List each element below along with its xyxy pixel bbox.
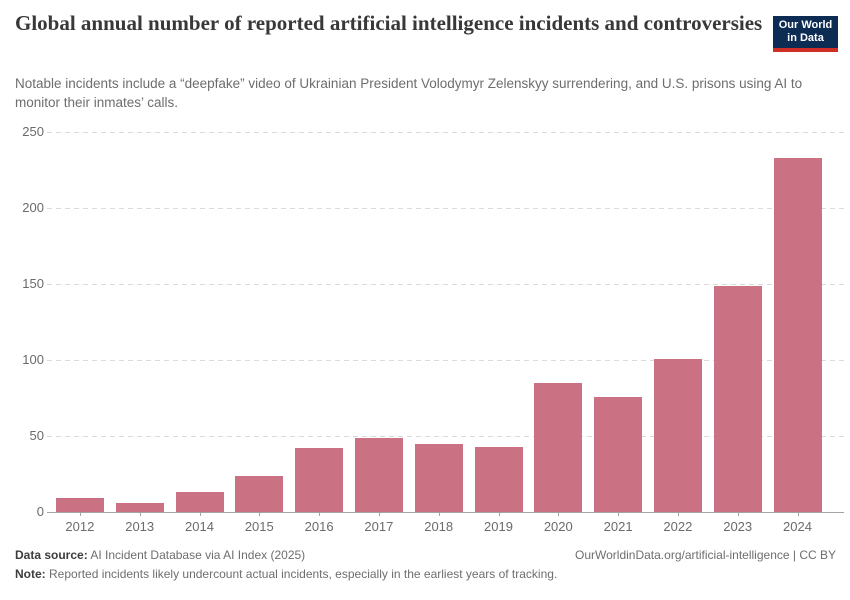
x-axis-tick bbox=[438, 512, 440, 516]
x-axis-tick-label: 2019 bbox=[484, 519, 513, 534]
bar-2018[interactable] bbox=[414, 443, 463, 512]
owid-logo[interactable]: Our World in Data bbox=[773, 16, 838, 52]
bar-2021[interactable] bbox=[594, 396, 643, 512]
data-source-line: Data source: AI Incident Database via AI… bbox=[15, 548, 305, 562]
chart-title: Global annual number of reported artific… bbox=[15, 11, 763, 35]
y-axis-tick-label: 100 bbox=[22, 352, 44, 367]
x-axis-tick bbox=[79, 512, 81, 516]
x-axis-tick bbox=[558, 512, 560, 516]
x-axis-tick-label: 2024 bbox=[783, 519, 812, 534]
x-axis-tick-label: 2018 bbox=[424, 519, 454, 534]
x-axis-tick bbox=[378, 512, 380, 516]
x-axis-line bbox=[47, 512, 844, 513]
bar-2020[interactable] bbox=[534, 382, 583, 512]
x-axis-tick-label: 2013 bbox=[125, 519, 155, 534]
gridline bbox=[47, 360, 844, 361]
y-axis: 0 50 100 150 200 250 bbox=[0, 124, 44, 519]
y-axis-tick-label: 250 bbox=[22, 124, 44, 139]
owid-logo-line2: in Data bbox=[787, 32, 824, 44]
bar-2019[interactable] bbox=[474, 446, 523, 512]
chart-subtitle: Notable incidents include a “deepfake” v… bbox=[15, 76, 803, 110]
x-axis-tick-label: 2017 bbox=[364, 519, 394, 534]
x-axis-tick-label: 2022 bbox=[663, 519, 693, 534]
note-text: Reported incidents likely undercount act… bbox=[45, 567, 558, 581]
x-axis-tick bbox=[618, 512, 620, 516]
x-axis-tick bbox=[199, 512, 201, 516]
gridline bbox=[47, 436, 844, 437]
plot-area: 2012 2013 2014 2015 2016 2017 2018 2019 2020 2021… bbox=[47, 132, 844, 534]
bar-2013[interactable] bbox=[115, 502, 164, 512]
bar-2014[interactable] bbox=[175, 492, 224, 512]
x-axis-tick bbox=[319, 512, 321, 516]
y-axis-tick-label: 50 bbox=[29, 428, 44, 443]
x-axis-tick-label: 2021 bbox=[603, 519, 633, 534]
data-source-label: Data source: bbox=[15, 548, 88, 562]
x-axis-tick-label: 2020 bbox=[543, 519, 573, 534]
bar-2022[interactable] bbox=[653, 358, 702, 512]
bar-2023[interactable] bbox=[713, 285, 762, 512]
gridline bbox=[47, 208, 844, 209]
bar-2012[interactable] bbox=[55, 498, 104, 512]
x-axis-tick bbox=[677, 512, 679, 516]
x-axis-tick-label: 2012 bbox=[65, 519, 95, 534]
x-axis-tick-label: 2014 bbox=[185, 519, 214, 534]
attribution-link[interactable]: OurWorldinData.org/artificial-intelligen… bbox=[575, 548, 836, 562]
bar-2017[interactable] bbox=[354, 437, 403, 512]
x-axis-tick bbox=[259, 512, 261, 516]
gridline bbox=[47, 284, 844, 285]
x-axis-tick bbox=[139, 512, 141, 516]
owid-logo-line1: Our World bbox=[778, 19, 833, 31]
x-axis-tick-label: 2023 bbox=[723, 519, 753, 534]
x-axis-tick bbox=[498, 512, 500, 516]
note-line: Note: Reported incidents likely undercou… bbox=[15, 567, 557, 581]
x-axis-tick bbox=[797, 512, 799, 516]
y-axis-tick-label: 0 bbox=[36, 504, 44, 519]
x-axis-tick-label: 2016 bbox=[304, 519, 334, 534]
x-axis-tick-label: 2015 bbox=[244, 519, 274, 534]
x-axis-tick bbox=[737, 512, 739, 516]
note-label: Note: bbox=[15, 567, 46, 581]
bar-2016[interactable] bbox=[295, 448, 344, 512]
y-axis-tick-label: 200 bbox=[22, 200, 44, 215]
data-source-text: AI Incident Database via AI Index (2025) bbox=[87, 548, 306, 562]
bar-2024[interactable] bbox=[773, 157, 822, 512]
gridline bbox=[47, 132, 844, 133]
bar-2015[interactable] bbox=[235, 475, 284, 512]
y-axis-tick-label: 150 bbox=[22, 276, 44, 291]
